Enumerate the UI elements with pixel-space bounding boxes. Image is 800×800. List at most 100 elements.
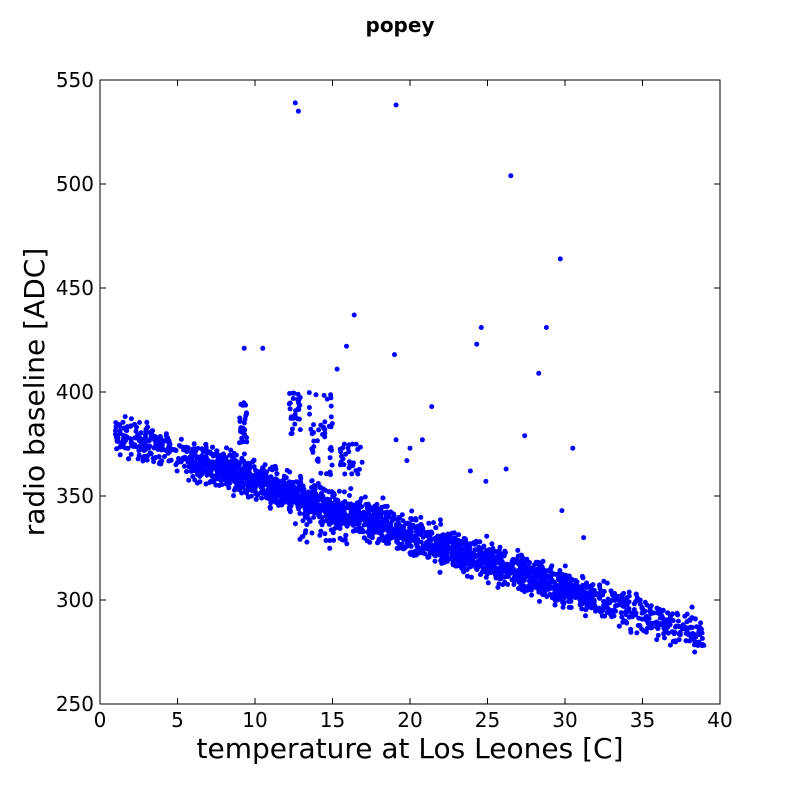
- data-point: [344, 541, 350, 547]
- data-point: [502, 548, 508, 554]
- data-point: [351, 504, 357, 510]
- data-point: [309, 478, 315, 484]
- data-point: [478, 572, 483, 577]
- data-point: [584, 599, 590, 605]
- data-point: [327, 545, 333, 551]
- data-point: [500, 553, 506, 559]
- data-point: [624, 620, 630, 626]
- data-point: [580, 595, 586, 601]
- data-point: [467, 541, 473, 547]
- data-point: [298, 475, 304, 481]
- data-point: [302, 530, 308, 536]
- data-point: [479, 559, 485, 564]
- outlier-point: [536, 370, 542, 376]
- data-point: [218, 472, 224, 478]
- data-point: [371, 523, 377, 529]
- data-point: [210, 444, 215, 450]
- data-point: [247, 462, 253, 467]
- data-point: [242, 416, 248, 422]
- data-point: [292, 421, 298, 427]
- data-point: [132, 435, 138, 441]
- outlier-point: [393, 437, 399, 443]
- data-point: [314, 438, 320, 444]
- data-point: [178, 459, 184, 465]
- outlier-point: [260, 345, 266, 351]
- data-point: [295, 406, 301, 412]
- data-point: [697, 632, 703, 638]
- data-point: [597, 593, 603, 599]
- data-point: [279, 502, 285, 508]
- data-point: [151, 445, 157, 451]
- data-point: [427, 550, 433, 556]
- data-point: [417, 530, 423, 536]
- data-point: [261, 482, 267, 487]
- data-point: [648, 603, 654, 609]
- data-point: [343, 532, 349, 538]
- data-point: [544, 594, 550, 599]
- data-point: [548, 569, 554, 575]
- outlier-point: [392, 352, 397, 358]
- data-point: [316, 427, 322, 433]
- data-point: [338, 513, 344, 519]
- data-point: [296, 402, 302, 408]
- data-point: [359, 459, 365, 465]
- data-point: [639, 626, 645, 632]
- data-point: [286, 401, 292, 407]
- data-point: [437, 569, 443, 575]
- data-point: [400, 524, 406, 530]
- data-point: [329, 462, 335, 468]
- data-point: [584, 580, 589, 586]
- data-point: [207, 449, 213, 455]
- data-point: [314, 494, 320, 500]
- data-point: [291, 390, 297, 396]
- data-point: [384, 519, 390, 525]
- data-point: [636, 615, 642, 621]
- data-point: [466, 545, 472, 551]
- data-point: [307, 411, 313, 417]
- data-point: [144, 419, 150, 425]
- data-point: [347, 462, 353, 468]
- data-point: [320, 432, 325, 437]
- data-point: [301, 487, 307, 493]
- data-point: [295, 391, 301, 397]
- data-point: [314, 507, 320, 513]
- x-tick-label: 10: [242, 708, 267, 732]
- data-point: [341, 441, 347, 447]
- outlier-point: [241, 345, 247, 351]
- data-point: [455, 563, 461, 569]
- data-point: [198, 472, 204, 478]
- data-point: [447, 555, 453, 561]
- data-point: [273, 488, 279, 494]
- data-point: [535, 572, 541, 578]
- x-tick-label: 15: [320, 708, 345, 732]
- data-point: [499, 558, 504, 564]
- data-point: [518, 552, 524, 558]
- data-point: [514, 577, 520, 583]
- y-tick-label: 450: [56, 276, 94, 300]
- data-point: [296, 396, 302, 402]
- data-point: [433, 525, 439, 531]
- data-point: [190, 474, 196, 479]
- data-point: [255, 481, 261, 487]
- data-point: [242, 431, 247, 437]
- data-point: [601, 578, 607, 584]
- data-point: [519, 586, 525, 592]
- data-point: [287, 469, 293, 475]
- data-point: [497, 570, 503, 576]
- data-point: [621, 591, 627, 596]
- data-point: [337, 535, 343, 541]
- data-point: [207, 467, 212, 473]
- data-point: [214, 470, 220, 476]
- data-point: [296, 482, 302, 488]
- x-tick-label: 35: [630, 708, 655, 732]
- data-point: [159, 458, 165, 464]
- data-point: [306, 390, 312, 396]
- outlier-point: [467, 468, 473, 474]
- y-tick-label: 350: [56, 484, 94, 508]
- data-point: [456, 532, 462, 538]
- data-point: [203, 448, 209, 454]
- data-point: [299, 492, 305, 498]
- data-point: [334, 497, 340, 503]
- data-point: [612, 597, 618, 603]
- data-point: [349, 471, 355, 477]
